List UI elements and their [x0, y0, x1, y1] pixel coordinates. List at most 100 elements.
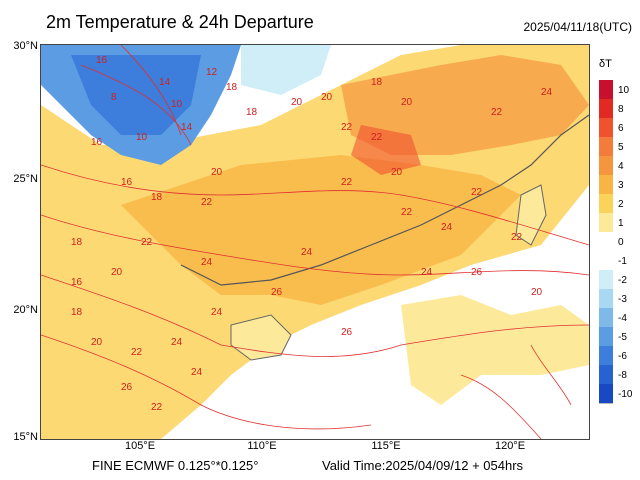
lat-label-30: 30°N — [13, 40, 38, 52]
contour-label: 16 — [121, 177, 133, 188]
colorbar-swatch — [599, 308, 613, 328]
colorbar-swatch — [599, 232, 613, 252]
contour-label: 22 — [201, 197, 213, 208]
colorbar-tick-label: -8 — [618, 370, 627, 381]
colorbar-swatch — [599, 175, 613, 195]
contour-label: 18 — [151, 192, 163, 203]
lon-label-120: 120°E — [494, 440, 526, 452]
contour-label: 22 — [471, 187, 483, 198]
contour-label: 22 — [131, 347, 143, 358]
contour-label: 20 — [391, 167, 403, 178]
contour-label: 8 — [111, 92, 117, 103]
contour-label: 22 — [341, 177, 353, 188]
colorbar-tick-label: 5 — [618, 142, 624, 153]
colorbar-tick-label: 0 — [618, 237, 624, 248]
colorbar-swatch — [599, 251, 613, 271]
contour-label: 26 — [471, 267, 483, 278]
coastline — [180, 114, 589, 286]
lon-label-115: 115°E — [371, 440, 401, 452]
map-panel: 16 14 12 10 8 18 16 10 14 18 16 18 20 22 22 18 20 22 22 20 2… — [40, 44, 590, 440]
contour-label: 10 — [171, 99, 183, 110]
contour-label: 18 — [246, 107, 258, 118]
colorbar-swatch — [599, 156, 613, 176]
contour-label: 22 — [401, 207, 413, 218]
colorbar-swatch — [599, 289, 613, 309]
map-title: 2m Temperature & 24h Departure — [46, 12, 314, 32]
lat-label-25: 25°N — [13, 173, 38, 185]
colorbar-swatch — [599, 137, 613, 157]
contour-label: 26 — [271, 287, 283, 298]
contour-label: 22 — [491, 107, 503, 118]
contour-label: 26 — [341, 327, 353, 338]
contour-label: 22 — [141, 237, 153, 248]
contour-label: 20 — [531, 287, 543, 298]
hot-spot-2 — [351, 125, 421, 175]
colorbar-tick-label: -2 — [618, 275, 627, 286]
contour-label: 18 — [371, 77, 383, 88]
contour-label: 16 — [96, 55, 108, 66]
contour-label: 24 — [441, 222, 453, 233]
contour-label: 20 — [211, 167, 223, 178]
contour-label: 20 — [291, 97, 303, 108]
contour-label: 20 — [91, 337, 103, 348]
contour-label: 22 — [371, 132, 383, 143]
colorbar-tick-label: -6 — [618, 351, 627, 362]
colorbar-swatch — [599, 346, 613, 366]
contour-label: 20 — [321, 92, 333, 103]
contour-label: 16 — [91, 137, 103, 148]
colorbar-swatch — [599, 384, 613, 404]
colorbar-swatch — [599, 213, 613, 233]
contour-label: 24 — [541, 87, 553, 98]
contour-label: 20 — [111, 267, 123, 278]
contour-label: 24 — [191, 367, 203, 378]
lon-label-110: 110°E — [247, 440, 277, 452]
colorbar-tick-label: 2 — [618, 199, 624, 210]
contour-label: 14 — [159, 77, 171, 88]
contour-label: 22 — [511, 232, 523, 243]
contour-label: 22 — [151, 402, 163, 413]
colorbar-tick-label: 4 — [618, 161, 624, 172]
contour-label: 24 — [211, 307, 223, 318]
contour-label: 24 — [201, 257, 213, 268]
warm-sea — [401, 295, 589, 405]
colorbar-swatch — [599, 327, 613, 347]
contour-label: 20 — [401, 97, 413, 108]
contour-label: 10 — [136, 132, 148, 143]
colorbar-tick-label: -4 — [618, 313, 627, 324]
colorbar-tick-label: -1 — [618, 256, 627, 267]
contour-label: 12 — [206, 67, 218, 78]
contour-label: 18 — [71, 237, 83, 248]
contour-label: 16 — [71, 277, 83, 288]
contour-label: 22 — [341, 122, 353, 133]
contour-label: 24 — [171, 337, 183, 348]
hot-spot — [341, 55, 589, 155]
datetime-stamp: 2025/04/11/18(UTC) — [523, 20, 632, 34]
contour-label: 14 — [181, 122, 193, 133]
colorbar-swatch — [599, 118, 613, 138]
lat-label-15: 15°N — [13, 431, 38, 443]
colorbar-swatch — [599, 365, 613, 385]
contour-label: 18 — [226, 82, 238, 93]
contour-label: 26 — [121, 382, 133, 393]
colorbar-tick-label: -10 — [618, 389, 633, 400]
warm-region-2 — [121, 155, 521, 305]
colorbar-tick-label: -5 — [618, 332, 627, 343]
valid-time-label: Valid Time:2025/04/09/12 + 054hrs — [322, 458, 524, 473]
colorbar-swatch — [599, 194, 613, 214]
colorbar-swatch — [599, 99, 613, 119]
lat-label-20: 20°N — [13, 304, 38, 316]
colorbar-swatch — [599, 80, 613, 100]
colorbar-title: δT — [599, 58, 612, 70]
colorbar-tick-label: 1 — [618, 218, 624, 229]
colorbar-tick-label: -3 — [618, 294, 627, 305]
contour-label: 24 — [301, 247, 313, 258]
colorbar-swatch — [599, 270, 613, 290]
colorbar-tick-label: 6 — [618, 123, 624, 134]
colorbar-tick-label: 3 — [618, 180, 624, 191]
model-label: FINE ECMWF 0.125°*0.125° — [92, 458, 259, 473]
lon-label-105: 105°E — [124, 440, 156, 452]
contour-label: 24 — [421, 267, 433, 278]
colorbar — [599, 80, 613, 404]
cool-fringe — [241, 45, 331, 95]
contour-label: 18 — [71, 307, 83, 318]
